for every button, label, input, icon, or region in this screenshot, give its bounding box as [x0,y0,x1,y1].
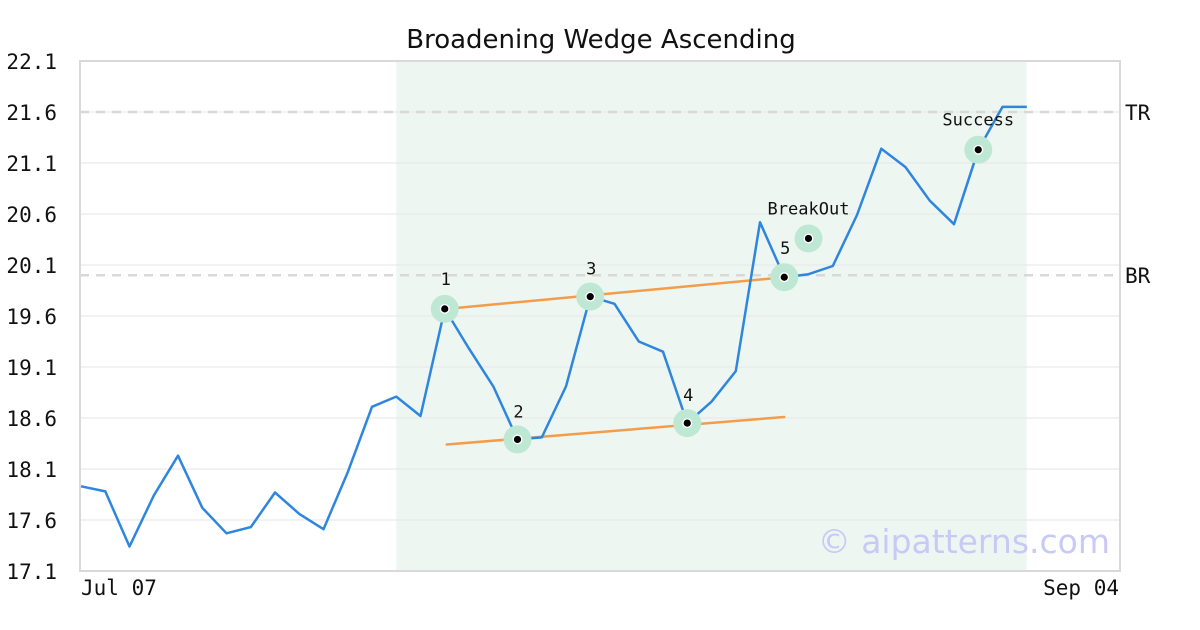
chart-title: Broadening Wedge Ascending [406,25,796,55]
y-tick-label: 21.1 [6,152,57,176]
point-dot [513,435,522,444]
point-dot [586,293,594,301]
trendline [445,275,786,311]
point-label: 2 [513,402,523,422]
point-dot [441,305,449,313]
y-tick-label: 18.1 [6,458,57,482]
point-dot [804,234,813,243]
point-label: 1 [441,270,451,290]
price-line-layer [80,105,1027,548]
price-line [80,105,1027,548]
trendline-layer [445,275,786,446]
tick-label-layer: 17.1 17.6 18.1 18.6 19.1 19.6 20.1 20.6 21.1 21.6… [6,50,1119,600]
point-label: 5 [780,239,790,259]
watermark: © aipatterns.com [818,522,1110,561]
y-tick-label: 20.6 [6,203,57,227]
y-tick-label: 17.6 [6,509,57,533]
y-tick-label: 18.6 [6,407,57,431]
point-label: BreakOut [768,199,850,219]
x-tick-label: Jul 07 [81,576,157,600]
y-tick-label: 22.1 [6,50,57,74]
x-tick-label: Sep 04 [1043,576,1119,600]
y-tick-label: 20.1 [6,254,57,278]
reference-line-label: BR [1125,264,1151,288]
point-label: Success [942,111,1014,131]
plot-frame [79,60,1121,572]
reference-line-layer: TR BR [80,101,1151,288]
trendline [445,415,786,446]
point-label: 4 [683,386,693,406]
y-tick-label: 17.1 [6,560,57,584]
pattern-point-layer: 1 2 3 4 5 BreakOut Success [430,111,1014,454]
reference-line-label: TR [1125,101,1151,125]
point-dot [974,146,982,154]
point-label: 3 [586,260,596,280]
y-tick-label: 21.6 [6,101,57,125]
y-tick-label: 19.6 [6,305,57,329]
point-dot [780,273,788,281]
y-tick-label: 19.1 [6,356,57,380]
point-dot [683,419,691,427]
